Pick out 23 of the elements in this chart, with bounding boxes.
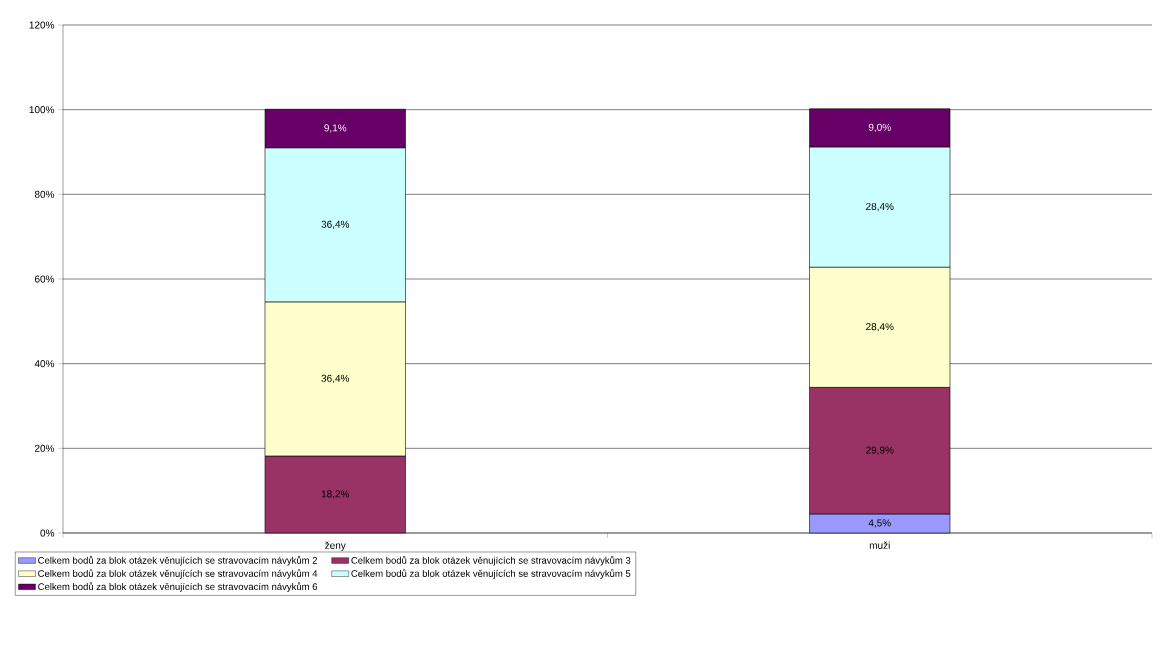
x-tick-label: ženy [325, 541, 346, 551]
y-tick-label: 60% [34, 275, 55, 283]
legend-label: Celkem bodů za blok otázek věnujících se stravovacím návykům 4 [38, 569, 318, 579]
data-label: 9,0% [868, 123, 891, 132]
legend-label: Celkem bodů za blok otázek věnujících se stravovacím návykům 6 [38, 582, 318, 592]
legend-label: Celkem bodů za blok otázek věnujících se stravovacím návykům 3 [351, 555, 631, 566]
data-label: 28,4% [866, 323, 894, 332]
data-label: 29,9% [866, 446, 894, 455]
data-label: 18,2% [321, 490, 350, 499]
data-label: 36,4% [321, 374, 350, 384]
y-tick-label: 120% [29, 21, 55, 29]
x-tick-label: muži [869, 541, 890, 549]
y-tick-label: 20% [34, 444, 55, 452]
data-label: 36,4% [321, 220, 350, 229]
data-label: 9,1% [324, 124, 347, 133]
y-tick-label: 0% [40, 529, 55, 537]
legend-label: Celkem bodů za blok otázek věnujících se stravovacím návykům 5 [351, 569, 631, 579]
data-label: 4,5% [868, 519, 891, 528]
y-tick-label: 40% [34, 360, 55, 368]
y-tick-label: 100% [29, 106, 55, 114]
data-label: 28,4% [866, 202, 894, 212]
y-tick-label: 80% [34, 190, 55, 198]
legend-label: Celkem bodů za blok otázek věnujících se stravovacím návykům 2 [38, 555, 318, 566]
